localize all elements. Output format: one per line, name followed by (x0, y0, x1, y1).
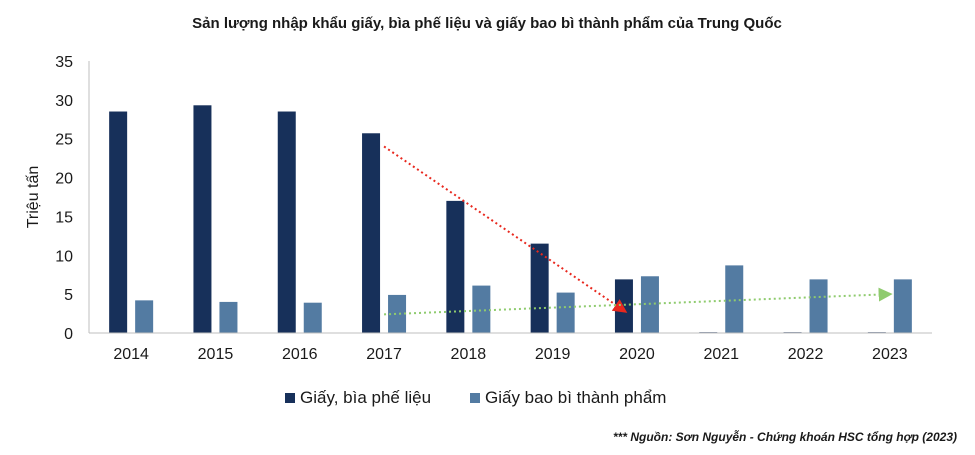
x-tick-label: 2019 (535, 346, 571, 363)
trend-line-1 (383, 145, 628, 313)
y-axis-label: Triệu tấn (25, 166, 42, 229)
x-axis: 2014 2015 2016 2017 2018 2019 2020 2021 2022 2023 (89, 332, 932, 363)
legend-label-series-2: Giấy bao bì thành phẩm (485, 388, 666, 407)
bar-series-1 (109, 111, 128, 333)
source-note: *** Nguồn: Sơn Nguyễn - Chứng khoán HSC … (613, 429, 957, 444)
bar-series-2 (303, 302, 322, 333)
bars (109, 105, 912, 333)
x-tick-label: 2018 (451, 346, 487, 363)
bar-series-2 (472, 285, 491, 333)
bar-series-1 (530, 243, 549, 333)
bar-series-2 (135, 300, 154, 333)
bar-series-2 (725, 265, 744, 333)
y-axis: 0 5 10 15 20 25 30 35 (55, 54, 90, 343)
x-tick-label: 2016 (282, 346, 318, 363)
bar-series-2 (388, 294, 407, 333)
x-tick-label: 2022 (788, 346, 824, 363)
bar-series-2 (219, 301, 238, 333)
bar-series-1 (362, 133, 381, 333)
x-tick-label: 2020 (619, 346, 655, 363)
legend-label-series-1: Giấy, bìa phế liệu (300, 388, 431, 407)
bar-series-1 (277, 111, 296, 333)
legend-swatch-series-2 (470, 393, 480, 403)
y-tick-label: 35 (55, 54, 73, 71)
x-tick-label: 2017 (366, 346, 402, 363)
x-tick-label: 2014 (113, 346, 149, 363)
bar-series-1 (446, 200, 465, 333)
legend-swatch-series-1 (285, 393, 295, 403)
legend: Giấy, bìa phế liệu Giấy bao bì thành phẩ… (285, 388, 666, 407)
x-tick-label: 2015 (198, 346, 234, 363)
x-tick-label: 2023 (872, 346, 908, 363)
y-tick-label: 0 (64, 326, 73, 343)
y-tick-label: 25 (55, 132, 73, 149)
bar-series-1 (193, 105, 212, 333)
bar-series-1 (614, 279, 633, 333)
y-tick-label: 30 (55, 93, 73, 110)
bar-series-2 (809, 279, 828, 333)
chart-title: Sản lượng nhập khẩu giấy, bìa phế liệu v… (192, 15, 782, 32)
trend-line-2 (384, 287, 893, 316)
y-tick-label: 15 (55, 209, 73, 226)
bar-series-2 (893, 279, 912, 333)
y-tick-label: 20 (55, 171, 73, 188)
bar-series-2 (556, 292, 575, 333)
trend-lines (383, 145, 893, 316)
y-tick-label: 10 (55, 248, 73, 265)
y-tick-label: 5 (64, 287, 73, 304)
x-tick-label: 2021 (703, 346, 739, 363)
